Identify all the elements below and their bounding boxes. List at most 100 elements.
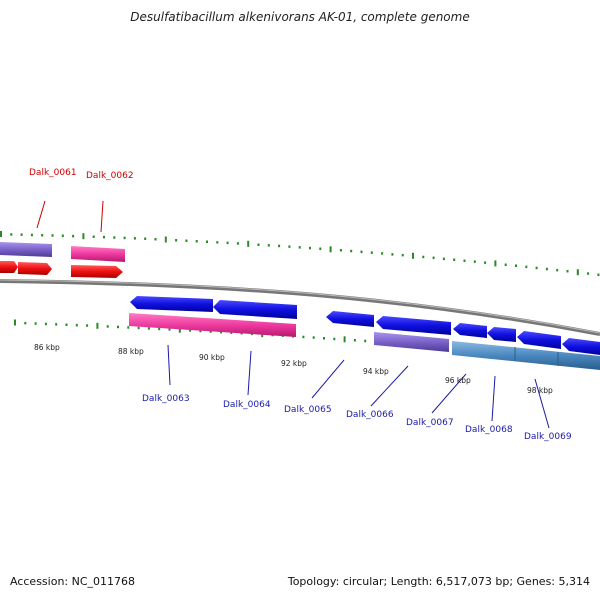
tick-outer-minor xyxy=(175,239,178,242)
tick-outer-minor xyxy=(463,259,466,262)
tick-outer-minor xyxy=(360,250,363,254)
tick-outer-major xyxy=(494,260,497,267)
tick-inner-minor xyxy=(323,337,325,340)
tick-outer-minor xyxy=(41,234,44,237)
tick-outer-minor xyxy=(236,242,239,245)
rna-dalk-0062-track[interactable] xyxy=(71,246,125,262)
tick-inner-minor xyxy=(127,326,130,329)
tick-outer-minor xyxy=(597,273,600,276)
kbp-label-94: 94 kbp xyxy=(363,367,389,376)
label-dalk-0063[interactable]: Dalk_0063 xyxy=(142,394,190,404)
tick-inner-minor xyxy=(106,325,109,328)
label-dalk-0066[interactable]: Dalk_0066 xyxy=(346,410,394,420)
gene-next-arrow[interactable] xyxy=(562,338,600,355)
tick-outer-minor xyxy=(20,233,23,236)
gene-reverse-arrow-3[interactable] xyxy=(71,265,123,278)
kbp-label-88: 88 kbp xyxy=(118,347,144,356)
tick-inner-minor xyxy=(302,335,305,339)
gene-dalk-0064-arrow[interactable] xyxy=(213,300,297,319)
tick-outer-major xyxy=(164,236,167,243)
tick-outer-minor xyxy=(206,240,208,243)
gene-reverse-arrow-1[interactable] xyxy=(0,261,18,273)
scale-ticks-outer xyxy=(0,231,600,276)
tick-inner-minor xyxy=(55,323,58,326)
label-dalk-0061[interactable]: Dalk_0061 xyxy=(29,168,77,178)
genome-backbone-highlight xyxy=(0,279,600,334)
tick-outer-minor xyxy=(515,264,517,267)
tick-outer-minor xyxy=(133,237,136,240)
leader-dalk-0065 xyxy=(311,359,345,399)
tick-inner-minor xyxy=(333,337,336,341)
tick-inner-minor xyxy=(158,327,161,331)
tick-inner-minor xyxy=(117,325,119,329)
tick-outer-minor xyxy=(473,260,476,263)
tick-outer-minor xyxy=(278,244,281,248)
gene-label-group: Dalk_0061 Dalk_0062 Dalk_0063 Dalk_0064 … xyxy=(29,168,572,442)
kbp-label-96: 96 kbp xyxy=(445,376,471,385)
tick-outer-minor xyxy=(123,236,126,240)
tick-inner-minor xyxy=(209,330,212,333)
tick-outer-minor xyxy=(30,233,33,237)
tick-inner-major xyxy=(14,319,16,326)
tick-inner-major xyxy=(178,326,181,333)
tick-outer-minor xyxy=(113,236,116,239)
leader-dalk-0064 xyxy=(247,350,252,396)
label-dalk-0065[interactable]: Dalk_0065 xyxy=(284,405,332,415)
tick-outer-minor xyxy=(422,255,425,259)
tick-inner-minor xyxy=(65,323,68,326)
tick-outer-minor xyxy=(185,239,188,242)
tick-outer-major xyxy=(329,246,332,253)
leader-dalk-0068 xyxy=(491,375,496,422)
leader-dalk-0067 xyxy=(431,373,467,414)
tick-inner-minor xyxy=(364,339,367,343)
gene-dalk-0061-track[interactable] xyxy=(0,242,52,257)
tick-outer-minor xyxy=(257,243,260,246)
tick-outer-minor xyxy=(504,263,507,266)
label-dalk-0062[interactable]: Dalk_0062 xyxy=(86,171,134,181)
tick-inner-minor xyxy=(353,339,356,342)
kbp-label-90: 90 kbp xyxy=(199,353,225,362)
tick-inner-minor xyxy=(168,328,171,331)
gene-dalk-0069-arrow[interactable] xyxy=(517,331,561,349)
gene-dalk-0067-arrow[interactable] xyxy=(453,323,487,338)
gene-dalk-0066-arrow[interactable] xyxy=(376,316,451,335)
tick-outer-minor xyxy=(442,257,445,261)
tick-outer-minor xyxy=(103,235,105,239)
gene-reverse-arrow-2[interactable] xyxy=(18,262,52,275)
tick-outer-minor xyxy=(144,237,147,240)
tick-outer-minor xyxy=(556,268,559,272)
tick-outer-minor xyxy=(525,265,528,269)
tick-outer-minor xyxy=(216,241,219,244)
kbp-scale-labels: 86 kbp 88 kbp 90 kbp 92 kbp 94 kbp 96 kb… xyxy=(34,343,553,395)
cds-track-steel[interactable] xyxy=(452,341,600,370)
tick-outer-minor xyxy=(391,253,394,256)
gene-dalk-0065-arrow[interactable] xyxy=(326,311,374,327)
tick-outer-minor xyxy=(309,246,311,250)
tick-outer-minor xyxy=(401,253,404,257)
label-dalk-0068[interactable]: Dalk_0068 xyxy=(465,425,513,435)
tick-outer-major xyxy=(82,233,85,240)
gene-dalk-0063-arrow[interactable] xyxy=(130,296,213,312)
kbp-label-92: 92 kbp xyxy=(281,359,307,368)
tick-outer-minor xyxy=(267,244,270,247)
tick-inner-major xyxy=(343,336,346,343)
label-dalk-0067[interactable]: Dalk_0067 xyxy=(406,418,454,428)
tick-outer-minor xyxy=(226,241,229,245)
leader-dalk-0062 xyxy=(100,200,104,233)
leader-dalk-0066 xyxy=(370,365,409,407)
tick-inner-minor xyxy=(24,321,27,325)
label-dalk-0069[interactable]: Dalk_0069 xyxy=(524,432,572,442)
leader-dalk-0069 xyxy=(534,378,550,429)
tick-inner-minor xyxy=(34,322,37,325)
gene-dalk-0068-arrow[interactable] xyxy=(487,327,516,342)
tick-outer-minor xyxy=(154,238,157,241)
tick-inner-minor xyxy=(199,329,202,333)
tick-outer-minor xyxy=(339,249,342,252)
label-dalk-0064[interactable]: Dalk_0064 xyxy=(223,400,271,410)
tick-inner-minor xyxy=(147,327,150,330)
leader-dalk-0061 xyxy=(36,200,46,229)
cds-track-purple[interactable] xyxy=(374,332,449,352)
tick-outer-minor xyxy=(545,267,548,271)
rna-track-long[interactable] xyxy=(129,313,296,337)
